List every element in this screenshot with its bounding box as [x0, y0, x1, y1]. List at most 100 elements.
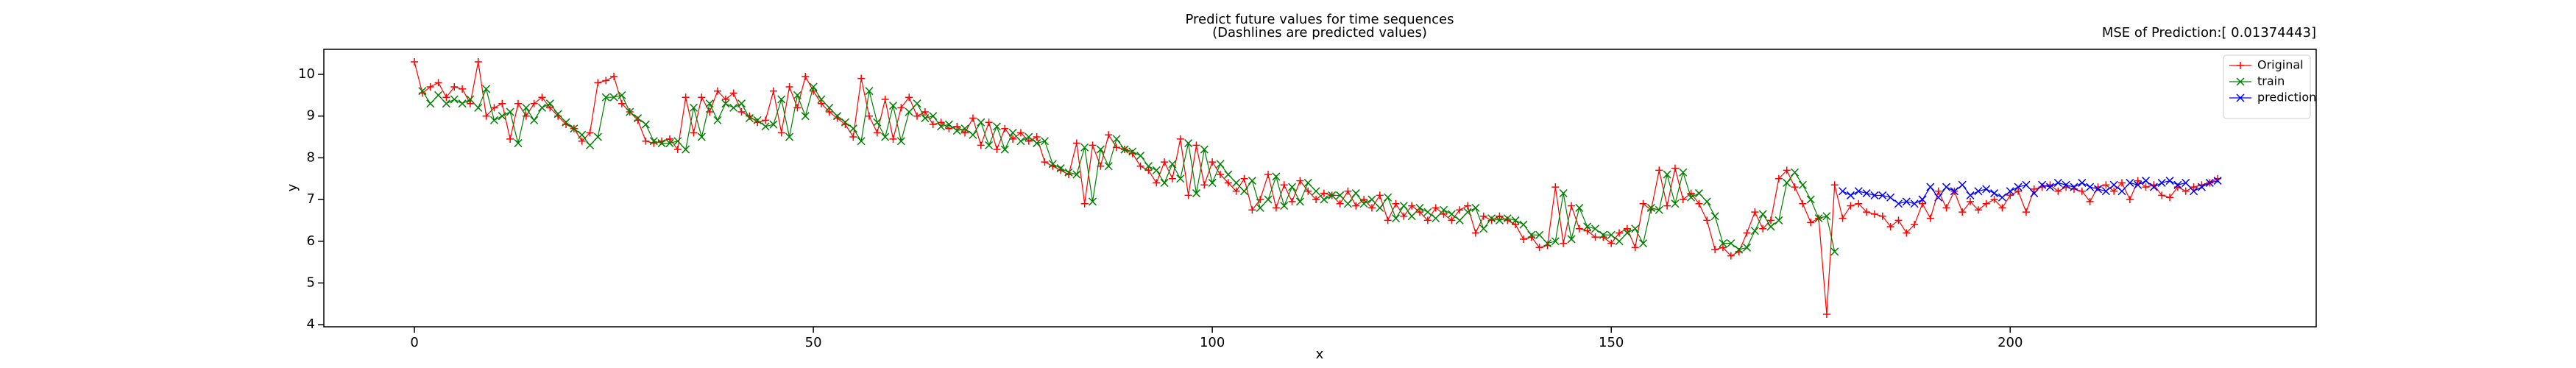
point-marker — [921, 114, 930, 123]
point-marker — [1464, 202, 1472, 210]
point-marker — [1256, 203, 1264, 212]
point-marker — [1855, 199, 1863, 208]
point-marker — [1168, 160, 1177, 169]
point-marker — [697, 132, 706, 141]
point-marker — [1990, 196, 1998, 204]
point-marker — [1616, 229, 1624, 237]
point-marker — [2197, 183, 2206, 191]
point-marker — [1894, 216, 1903, 224]
point-marker — [2006, 187, 2014, 196]
point-marker — [761, 122, 770, 131]
point-marker — [896, 137, 905, 146]
point-marker — [1176, 135, 1184, 143]
point-marker — [466, 95, 475, 104]
point-marker — [411, 58, 419, 66]
point-marker — [1894, 199, 1903, 208]
point-marker — [1153, 179, 1161, 187]
point-marker — [1184, 139, 1193, 148]
point-marker — [1783, 166, 1791, 174]
point-marker — [705, 99, 714, 108]
legend: Original train prediction — [2223, 54, 2316, 119]
point-marker — [1136, 152, 1145, 160]
point-marker — [1248, 206, 1256, 214]
point-marker — [785, 83, 793, 91]
point-marker — [1072, 170, 1081, 179]
point-marker — [1863, 208, 1871, 216]
point-marker — [1001, 124, 1009, 132]
point-marker — [673, 146, 682, 154]
point-marker — [1184, 191, 1192, 199]
point-marker — [1120, 145, 1129, 154]
point-marker — [1560, 239, 1568, 247]
point-marker — [1710, 212, 1719, 221]
point-marker — [1408, 202, 1416, 210]
legend-label: train — [2257, 74, 2285, 88]
point-marker — [1280, 202, 1289, 210]
point-marker — [1432, 214, 1440, 223]
point-marker — [1974, 187, 1983, 196]
y-tick-label: 5 — [307, 275, 315, 290]
point-marker — [937, 122, 946, 131]
point-marker — [2086, 197, 2094, 205]
point-marker — [1511, 216, 1520, 224]
point-marker — [2118, 179, 2126, 187]
point-marker — [1759, 224, 1767, 233]
point-marker — [1758, 210, 1767, 219]
point-marker — [2110, 187, 2118, 195]
point-marker — [1400, 212, 1408, 220]
point-marker — [1575, 203, 1584, 212]
point-marker — [1575, 224, 1583, 233]
point-marker — [929, 121, 937, 129]
point-marker — [1902, 197, 1911, 206]
point-marker — [2038, 180, 2047, 189]
point-marker — [1711, 246, 1719, 254]
point-marker — [1479, 224, 1488, 233]
point-marker — [489, 116, 498, 124]
point-marker — [1742, 243, 1752, 252]
point-marker — [562, 118, 570, 127]
point-marker — [1679, 168, 1688, 177]
point-marker — [1248, 177, 1256, 185]
legend-box — [2223, 54, 2311, 119]
point-marker — [1631, 224, 1640, 233]
point-marker — [1224, 170, 1233, 179]
point-marker — [857, 137, 866, 146]
point-marker — [601, 93, 610, 102]
point-marker — [578, 130, 587, 139]
point-marker — [2190, 183, 2198, 191]
plot-frame — [323, 49, 2317, 328]
point-marker — [1360, 196, 1368, 204]
point-marker — [1807, 219, 1815, 227]
point-marker — [1240, 174, 1248, 183]
point-marker — [1791, 168, 1800, 177]
point-marker — [1878, 191, 1887, 199]
point-marker — [1432, 204, 1440, 212]
point-marker — [825, 103, 834, 112]
point-marker — [642, 137, 650, 145]
point-marker — [1543, 239, 1552, 248]
point-marker — [1512, 221, 1520, 229]
point-marker — [1040, 137, 1050, 146]
point-marker — [1025, 132, 1033, 141]
point-marker — [649, 137, 658, 146]
point-marker — [1591, 233, 1599, 241]
point-marker — [762, 116, 770, 124]
point-marker — [945, 124, 953, 132]
point-marker — [985, 141, 994, 149]
point-marker — [905, 107, 913, 116]
point-marker — [594, 79, 602, 87]
point-marker — [1559, 189, 1568, 198]
point-marker — [1751, 208, 1759, 216]
point-marker — [1727, 252, 1735, 260]
point-marker — [1423, 208, 1432, 216]
point-marker — [1104, 162, 1113, 171]
point-marker — [665, 135, 673, 143]
point-marker — [1392, 199, 1400, 208]
point-marker — [1105, 131, 1113, 139]
point-marker — [2030, 189, 2039, 198]
point-marker — [1847, 202, 1855, 210]
point-marker — [2102, 181, 2110, 189]
point-marker — [921, 108, 929, 116]
point-marker — [1982, 199, 1990, 208]
point-marker — [1359, 199, 1368, 208]
